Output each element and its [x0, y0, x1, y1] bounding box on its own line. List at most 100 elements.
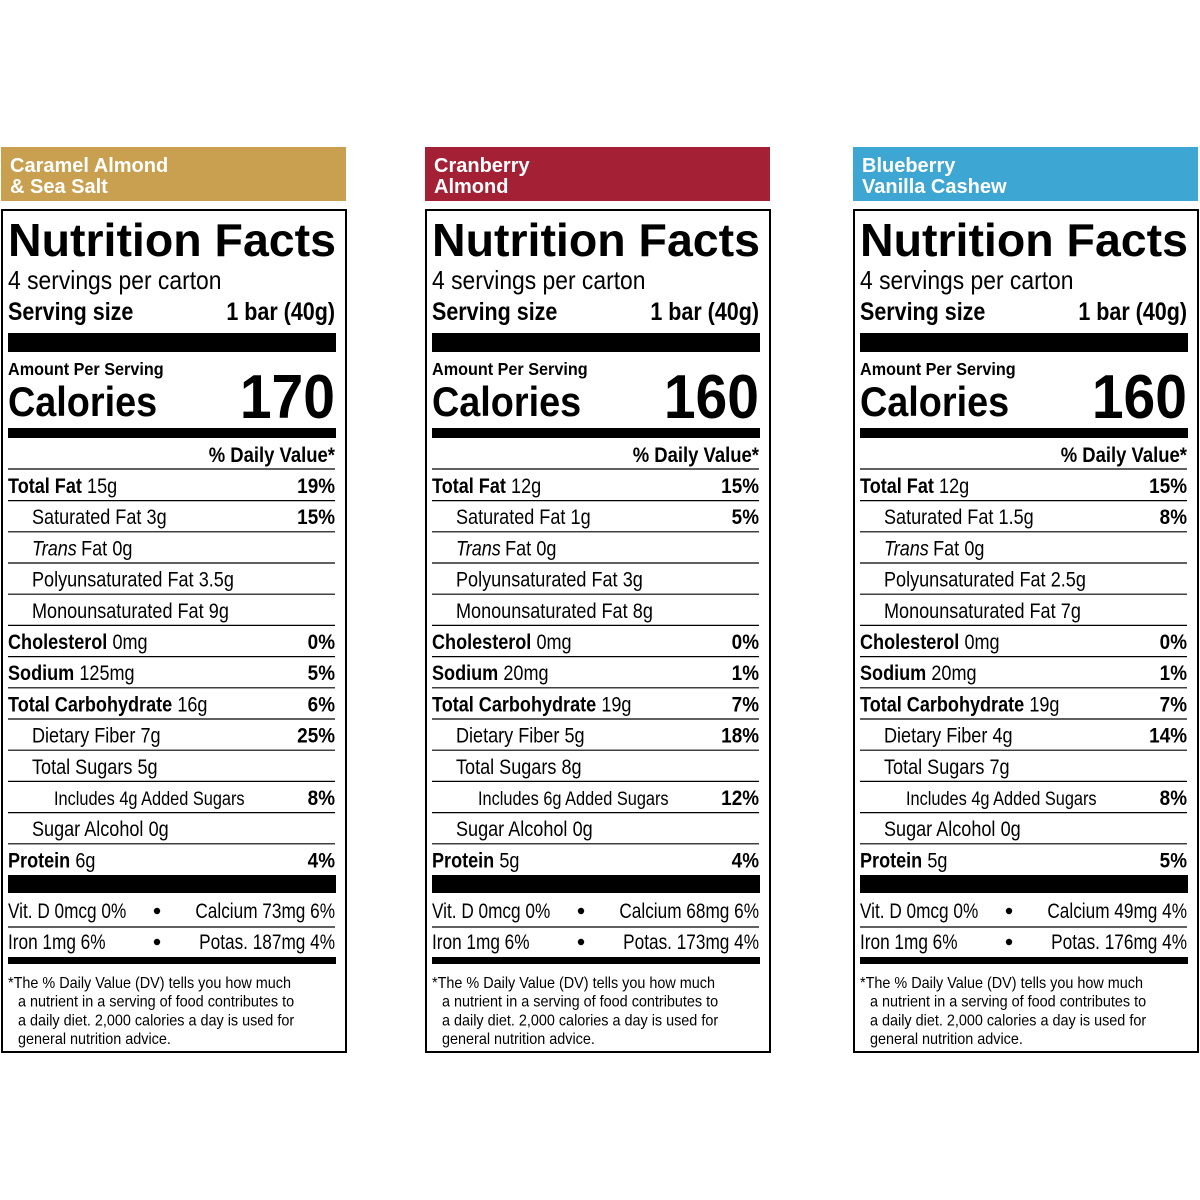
nutrient-name-italic: Trans — [32, 537, 77, 561]
calories-label: Calories — [8, 379, 157, 425]
serving-size: 1 bar (40g) — [226, 297, 335, 325]
nutrient-name: Saturated Fat — [32, 506, 142, 530]
nutrient-name: Total Fat — [8, 475, 82, 499]
flavor-banner — [1, 147, 346, 201]
nutrient-amount: 19g — [1029, 693, 1059, 717]
nutrient-name: Protein — [432, 849, 494, 873]
calories-label: Calories — [860, 379, 1009, 425]
nutrient-amount: 7g — [140, 724, 160, 748]
nutrient-amount: 5g — [138, 756, 158, 780]
nutrient-amount: 9g — [209, 600, 229, 624]
nutrient-amount: 125mg — [79, 662, 134, 686]
nutrient-name: Total Sugars — [884, 756, 985, 780]
nutrient-amount: 20mg — [503, 662, 548, 686]
daily-value: 15% — [721, 475, 759, 498]
nutrient-row: Includes 4g Added Sugars — [54, 788, 245, 809]
footnote: general nutrition advice. — [870, 1030, 1023, 1048]
nutrient-row: Total Fat 12g — [860, 475, 969, 499]
nutrient-row: Dietary Fiber 4g — [884, 724, 1013, 748]
nutrient-amount: 16g — [177, 693, 207, 717]
serving-size-label: Serving size — [8, 297, 133, 325]
daily-value: 7% — [1160, 694, 1188, 717]
nutrient-row: Polyunsaturated Fat 3.5g — [32, 568, 234, 592]
nutrient-name: Sodium — [8, 662, 74, 686]
flavor-banner — [853, 147, 1198, 201]
nutrient-amount: 19g — [601, 693, 631, 717]
nutrient-amount: 4g — [992, 724, 1012, 748]
amount-per-serving: Amount Per Serving — [8, 359, 164, 379]
flavor-name: Caramel Almond — [10, 155, 168, 177]
nutrient-name: Cholesterol — [860, 631, 959, 655]
nutrient-row: Cholesterol 0mg — [8, 631, 148, 655]
nutrient-row: Polyunsaturated Fat 3g — [456, 568, 643, 592]
calories: 170 — [240, 362, 335, 432]
nutrient-row: Sugar Alcohol 0g — [884, 818, 1021, 842]
label-box — [853, 209, 1199, 1053]
nutrient-row: Trans Fat 0g — [32, 537, 132, 561]
nutrient-row: Total Carbohydrate 19g — [860, 693, 1059, 717]
nutrient-name: Total Carbohydrate — [860, 693, 1024, 717]
serving-size: 1 bar (40g) — [1078, 297, 1187, 325]
nutrient-row: Total Carbohydrate 19g — [432, 693, 631, 717]
nutrient-amount: 3.5g — [199, 568, 234, 592]
nutrient-name: Total Carbohydrate — [432, 693, 596, 717]
nutrient-amount: 0mg — [112, 631, 147, 655]
bullet — [1005, 907, 1013, 915]
nutrient-name: Includes 4g Added Sugars — [54, 788, 245, 809]
daily-value: 25% — [297, 725, 335, 748]
nutrient-amount: 0g — [149, 818, 169, 842]
label-title: Nutrition Facts — [8, 214, 336, 266]
vitamin-mineral: Vit. D 0mcg 0% — [8, 901, 126, 924]
label-title: Nutrition Facts — [860, 214, 1188, 266]
daily-value: 14% — [1149, 725, 1187, 748]
nutrient-name: Total Fat — [860, 475, 934, 499]
footnote: a daily diet. 2,000 calories a day is us… — [442, 1012, 718, 1030]
daily-value: 8% — [308, 787, 336, 810]
footnote: *The % Daily Value (DV) tells you how mu… — [432, 974, 715, 992]
nutrient-row: Total Sugars 5g — [32, 756, 158, 780]
nutrient-name: Sodium — [860, 662, 926, 686]
footnote: a daily diet. 2,000 calories a day is us… — [870, 1012, 1146, 1030]
nutrient-name-italic: Trans — [884, 537, 929, 561]
nutrient-name: Total Fat — [432, 475, 506, 499]
daily-value: 5% — [1160, 850, 1188, 873]
nutrient-row: Protein 5g — [432, 849, 519, 873]
thick-rule — [860, 957, 1188, 964]
nutrient-name-italic: Trans — [456, 537, 501, 561]
nutrient-amount: 0mg — [964, 631, 999, 655]
label-box — [425, 209, 771, 1053]
nutrient-row: Sodium 20mg — [860, 662, 977, 686]
nutrient-row: Trans Fat 0g — [456, 537, 556, 561]
footnote: a nutrient in a serving of food contribu… — [870, 993, 1146, 1011]
nutrient-amount: 7g — [990, 756, 1010, 780]
nutrient-name: Polyunsaturated Fat — [456, 568, 618, 592]
nutrient-amount: 8g — [633, 600, 653, 624]
nutrient-name: Dietary Fiber — [32, 724, 136, 748]
nutrient-row: Total Sugars 8g — [456, 756, 582, 780]
nutrient-name: Saturated Fat — [884, 506, 994, 530]
nutrient-row: Monounsaturated Fat 7g — [884, 600, 1081, 624]
calories: 160 — [1092, 362, 1187, 432]
daily-value: 1% — [732, 662, 760, 685]
vitamin-mineral: Vit. D 0mcg 0% — [860, 901, 978, 924]
daily-value: 1% — [1160, 662, 1188, 685]
nutrient-name: Dietary Fiber — [884, 724, 988, 748]
nutrient-amount: 0g — [1001, 818, 1021, 842]
nutrient-row: Total Fat 12g — [432, 475, 541, 499]
nutrient-row: Total Sugars 7g — [884, 756, 1010, 780]
daily-value: 0% — [732, 631, 760, 654]
nutrient-amount: 3g — [623, 568, 643, 592]
nutrient-amount: 0g — [964, 537, 984, 561]
daily-value: 12% — [721, 787, 759, 810]
nutrient-row: Monounsaturated Fat 9g — [32, 600, 229, 624]
nutrient-row: Protein 6g — [8, 849, 95, 873]
nutrient-amount: 20mg — [931, 662, 976, 686]
nutrient-row: Saturated Fat 1g — [456, 506, 591, 530]
thick-rule — [860, 875, 1188, 893]
nutrient-name: Saturated Fat — [456, 506, 566, 530]
daily-value: 4% — [308, 850, 336, 873]
thick-rule — [8, 957, 336, 964]
nutrient-amount: 12g — [511, 475, 541, 499]
nutrient-row: Includes 6g Added Sugars — [478, 788, 669, 809]
nutrient-amount: 0mg — [536, 631, 571, 655]
